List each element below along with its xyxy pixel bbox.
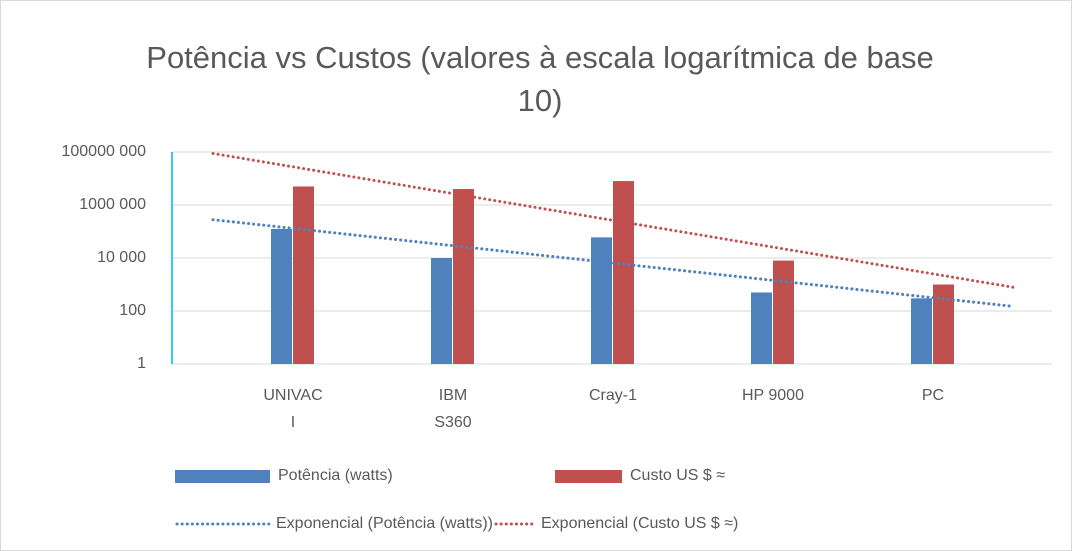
bar [431,258,452,364]
x-tick-label: PC [921,387,945,404]
bar [773,260,794,364]
legend-label: Exponencial (Custo US $ ≈) [541,515,738,532]
x-tick-label: HP 9000 [742,387,804,404]
legend-label: Custo US $ ≈ [630,467,725,484]
bar [293,186,314,364]
x-tick-label: Cray-1 [588,387,637,404]
x-tick-label: IBM S360 [434,387,472,431]
y-tick-label: 1000 000 [79,196,146,213]
y-tick-label: 10 000 [97,249,146,266]
y-tick-label: 1 [137,355,146,372]
y-tick-label: 100 [119,302,146,319]
bar [271,228,292,364]
bar [933,284,954,364]
bar [453,189,474,364]
bar [591,237,612,364]
chart-title: Potência vs Custos (valores à escala log… [146,40,934,118]
legend-swatch [175,470,270,483]
trendline [211,218,1015,308]
legend-label: Exponencial (Potência (watts)) [276,515,493,532]
bar [613,181,634,364]
legend-swatch [555,470,622,483]
bar [751,292,772,364]
legend-label: Potência (watts) [278,467,393,484]
bar [911,298,932,364]
y-tick-label: 100000 000 [61,143,146,160]
x-tick-label: UNIVAC I [263,387,323,431]
